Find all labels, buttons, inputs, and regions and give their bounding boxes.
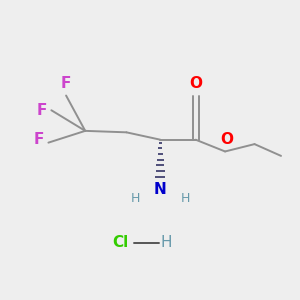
Text: F: F bbox=[34, 132, 44, 147]
Text: H: H bbox=[181, 192, 190, 205]
Text: N: N bbox=[154, 182, 167, 197]
Text: H: H bbox=[160, 235, 172, 250]
Text: O: O bbox=[189, 76, 202, 91]
Text: F: F bbox=[37, 103, 47, 118]
Text: O: O bbox=[220, 132, 233, 147]
Text: Cl: Cl bbox=[112, 235, 129, 250]
Text: F: F bbox=[61, 76, 71, 91]
Text: H: H bbox=[130, 192, 140, 205]
